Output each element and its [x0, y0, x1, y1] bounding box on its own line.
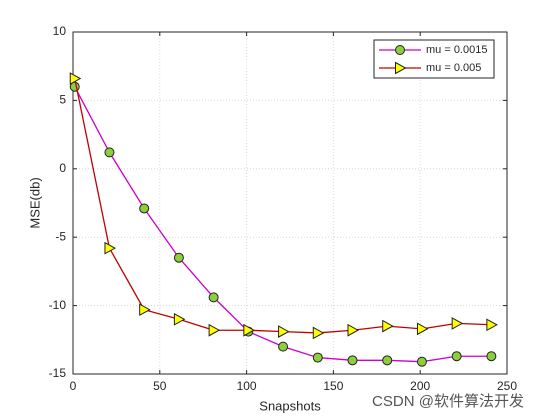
marker [486, 351, 497, 362]
y-tick-label: 0 [59, 161, 66, 175]
y-axis-label: MSE(db) [27, 177, 42, 228]
marker [139, 303, 151, 317]
x-tick-label: 0 [70, 379, 77, 393]
marker [347, 355, 358, 366]
watermark: CSDN @软件算法开发 [372, 392, 524, 410]
marker [382, 355, 393, 366]
y-tick-label: 10 [53, 24, 67, 38]
marker [104, 241, 116, 255]
x-tick-label: 50 [153, 379, 167, 393]
legend-marker [395, 61, 407, 75]
y-tick-label: -10 [49, 298, 67, 312]
marker [208, 323, 221, 337]
x-tick-label: 250 [497, 379, 517, 393]
marker [312, 352, 323, 363]
marker [486, 318, 498, 332]
x-tick-label: 100 [237, 379, 257, 393]
y-tick-label: -15 [49, 366, 67, 380]
marker [451, 317, 464, 330]
marker [278, 325, 290, 338]
marker [104, 147, 115, 158]
marker [139, 203, 150, 214]
marker [69, 72, 82, 85]
legend-box [373, 39, 495, 79]
marker [243, 323, 255, 337]
marker [278, 341, 289, 352]
legend-marker [395, 45, 405, 55]
legend-label: mu = 0.0015 [426, 44, 487, 56]
marker [208, 292, 219, 303]
marker [416, 322, 429, 336]
marker [416, 356, 427, 367]
y-tick-label: -5 [55, 229, 66, 243]
marker [173, 312, 186, 326]
marker [382, 319, 394, 333]
x-tick-label: 150 [323, 379, 343, 393]
y-tick-label: 5 [59, 93, 66, 107]
marker [347, 323, 360, 337]
marker [173, 252, 184, 263]
x-tick-label: 200 [410, 379, 430, 393]
marker [451, 351, 462, 362]
legend-label: mu = 0.005 [426, 62, 481, 74]
axes-box [72, 31, 508, 375]
marker [312, 326, 325, 340]
x-axis-label: Snapshots [259, 398, 321, 413]
